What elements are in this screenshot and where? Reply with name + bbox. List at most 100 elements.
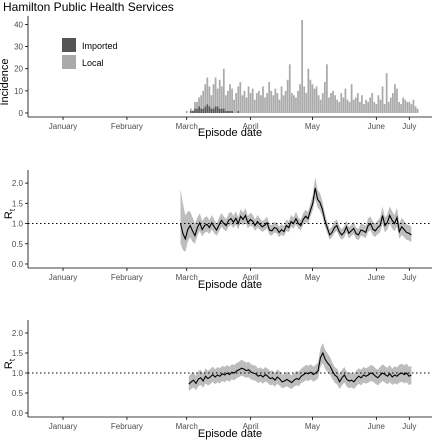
x-tick-label: July [402,273,416,282]
x-tick-label: April [243,273,259,282]
bar-local [344,88,347,113]
bar-local [323,82,326,113]
bars-group [185,20,419,113]
bar-local [290,93,293,113]
y-axis-title: Rt [3,208,17,219]
bar-local [394,84,396,113]
bar-local [255,93,258,113]
x-tick-label: July [402,422,416,431]
bar-local [391,93,394,113]
x-tick-label: June [368,122,386,131]
bar-local [299,84,301,113]
bar-local [301,20,304,113]
bar-local [237,86,240,111]
bar-local [239,82,242,113]
bar-imported [231,110,233,113]
x-tick-label: January [49,422,77,431]
bar-local [385,73,388,113]
bar-imported [204,106,207,113]
bar-local [194,101,196,109]
bar-local [363,104,365,113]
bar-local [336,99,339,113]
bar-local [235,93,238,113]
legend-label-imported: Imported [82,41,118,51]
y-axis-title-sub: t [8,208,17,211]
x-tick-label: May [305,122,320,131]
x-tick-label: May [305,273,320,282]
bar-local [280,86,283,113]
bar-local [387,101,390,113]
x-tick-label: June [368,422,386,431]
y-tick-label: 30 [14,43,23,52]
y-tick-label: 0.5 [12,240,24,249]
bar-local [406,101,409,113]
bar-local [303,86,306,113]
bar-local [317,95,320,113]
bar-local [332,90,334,113]
x-tick-label: May [305,422,320,431]
bar-imported [227,110,229,113]
bar-local [243,90,246,113]
bar-local [216,88,219,107]
y-tick-label: 20 [14,65,23,74]
bar-local [208,86,211,107]
bar-local [346,99,349,113]
bar-local [206,77,209,105]
bar-local [350,84,353,113]
bar-imported [229,110,231,113]
bar-local [196,101,198,109]
bar-imported [189,110,192,113]
bar-local [270,90,273,113]
legend-label-local: Local [82,58,104,68]
bar-local [342,97,345,113]
y-tick-label: 0.0 [12,409,24,418]
bar-local [286,79,289,113]
rt-panel-1: 0.0 0.5 1.0 1.5 2.0 January February March Apri… [3,170,432,291]
bar-local [297,90,299,113]
bar-local [330,93,332,113]
bar-local [367,101,369,113]
x-ticks: January February March April May June July [49,117,416,131]
y-axis-title-main: R [3,211,15,219]
y-axis-title-sub: t [8,358,17,361]
bar-local [307,68,310,113]
x-tick-label: April [243,422,259,431]
y-tick-label: 1.5 [12,199,24,208]
bar-local [225,95,227,111]
bar-local [227,90,229,111]
bar-imported [202,108,205,113]
bar-local [365,99,367,113]
bar-imported [237,110,240,113]
bar-imported [214,106,217,113]
bar-local [295,97,297,113]
x-tick-label: January [49,122,77,131]
bar-imported [216,106,219,113]
x-tick-label: January [49,273,77,282]
bar-local [266,93,268,113]
x-tick-label: February [111,122,143,131]
bar-local [414,106,417,113]
rt-panel-2: 0.0 0.5 1.0 1.5 2.0 January February March Apri… [3,320,432,440]
bar-local [377,95,380,113]
credible-interval-band [180,177,412,252]
bar-imported [212,108,215,113]
bar-local [321,93,324,113]
bar-local [389,97,392,113]
bar-imported [192,110,194,113]
bar-imported [198,106,200,113]
bar-local [218,79,221,109]
y-tick-label: 2.0 [12,329,24,338]
bar-local [251,88,254,113]
bar-local [262,86,264,113]
rt-mean-line [188,351,412,385]
bar-local [229,84,231,111]
bar-imported [206,104,209,113]
bar-local [274,88,277,113]
bar-local [402,97,405,113]
bar-local [249,93,252,113]
bar-local [202,90,205,109]
bar-local [373,101,376,113]
bar-local [189,108,192,111]
y-tick-label: 0 [19,109,24,118]
x-axis-title: Episode date [198,428,262,440]
